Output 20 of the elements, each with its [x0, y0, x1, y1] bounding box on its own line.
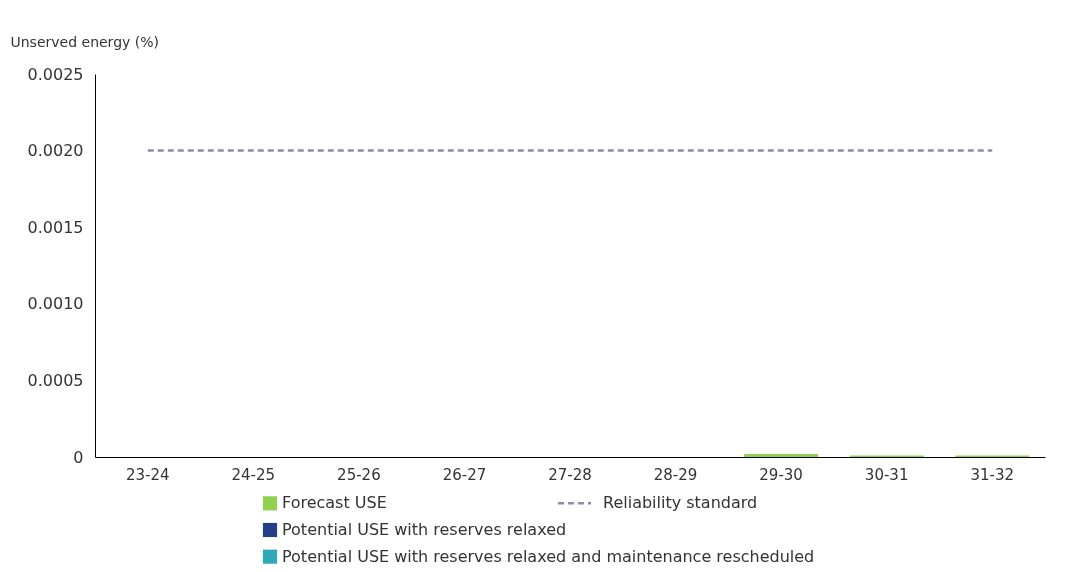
x-tick-label: 27-28 [548, 465, 592, 484]
x-tick-label: 31-32 [970, 465, 1015, 484]
x-tick-label: 23-24 [125, 465, 170, 484]
y-tick-label: 0.0020 [27, 141, 84, 161]
y-tick-label: 0.0015 [27, 217, 84, 237]
y-tick-label: 0.0025 [27, 64, 84, 84]
x-tick-label: 30-31 [864, 465, 909, 484]
legend-label: Potential USE with reserves relaxed and maintenance rescheduled [282, 546, 815, 566]
legend-label: Forecast USE [282, 493, 387, 513]
x-tick-label: 25-26 [337, 465, 381, 484]
y-tick-label: 0.0010 [27, 294, 84, 314]
y-tick-label: 0 [73, 447, 84, 467]
x-tick-label: 24-25 [231, 465, 276, 484]
legend-label: Potential USE with reserves relaxed [282, 520, 567, 539]
y-axis-title: Unserved energy (%) [10, 33, 159, 50]
x-tick-label: 26-27 [442, 465, 487, 484]
x-tick-label: 28-29 [653, 465, 698, 484]
legend-label: Reliability standard [603, 493, 758, 513]
x-tick-label: 29-30 [759, 465, 803, 484]
y-tick-label: 0.0005 [27, 370, 84, 390]
